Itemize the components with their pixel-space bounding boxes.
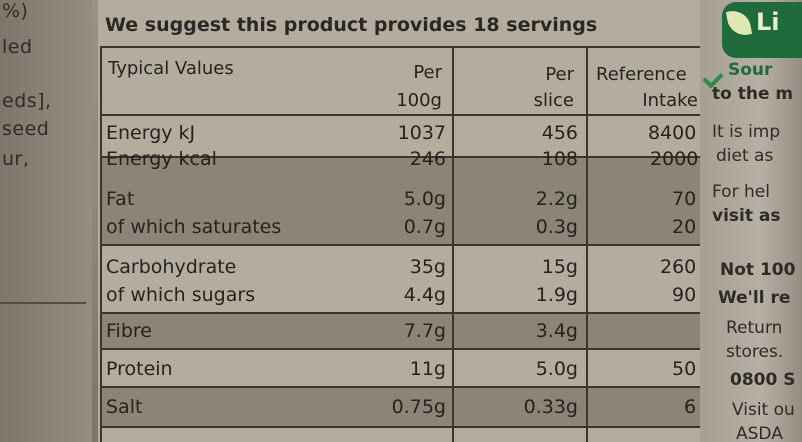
- fat-row-shade: [100, 156, 704, 244]
- right-text-line: Sour: [728, 60, 773, 80]
- left-text-fragment: ur,: [2, 148, 30, 170]
- right-text-line: Not 100: [720, 260, 796, 280]
- row-label-saturates: of which saturates: [106, 216, 282, 238]
- value-reference-intake: 90: [672, 284, 697, 306]
- left-text-fragment: led: [2, 36, 33, 58]
- right-package-strip: [700, 0, 802, 442]
- right-text-line: diet as: [716, 146, 774, 166]
- value-reference-intake: 20: [672, 216, 697, 238]
- row-divider: [100, 348, 704, 350]
- left-divider: [0, 302, 86, 304]
- value-reference-intake: 70: [672, 188, 697, 210]
- value-per-slice: 108: [541, 148, 578, 170]
- header-per-100g-unit: 100g: [396, 90, 442, 111]
- value-per-slice: 3.4g: [535, 320, 578, 342]
- value-reference-intake: 6: [684, 396, 697, 418]
- right-text-line: For hel: [712, 182, 770, 202]
- value-per100: 0.7g: [403, 216, 446, 238]
- right-text-line: stores.: [726, 342, 784, 362]
- value-per-slice: 0.33g: [523, 396, 578, 418]
- row-label-protein: Protein: [106, 358, 173, 380]
- row-divider: [100, 312, 704, 314]
- right-text-line: Return: [726, 318, 783, 338]
- header-per-slice: Per: [545, 64, 574, 85]
- value-per100: 0.75g: [391, 396, 446, 418]
- value-reference-intake: 50: [672, 358, 697, 380]
- right-text-line: We'll re: [718, 288, 791, 308]
- value-per-slice: 1.9g: [535, 284, 578, 306]
- value-per100: 4.4g: [403, 284, 446, 306]
- column-divider: [586, 46, 588, 442]
- right-text-line: Visit ou: [732, 400, 795, 420]
- salt-row-shade: [100, 386, 704, 426]
- row-label-energy-kcal: Energy kcal: [106, 148, 217, 170]
- value-per100: 1037: [397, 122, 446, 144]
- row-divider: [100, 426, 704, 428]
- header-typical-values: Typical Values: [108, 58, 234, 79]
- value-per-slice: 456: [541, 122, 578, 144]
- row-label-fat: Fat: [106, 188, 135, 210]
- row-label-salt: Salt: [106, 396, 143, 418]
- column-divider: [452, 46, 454, 442]
- right-text-line: ASDA: [736, 424, 783, 442]
- value-reference-intake: 8400: [648, 122, 697, 144]
- row-label-energy-kj: Energy kJ: [106, 122, 196, 144]
- brand-logo-text: Li: [756, 8, 780, 36]
- value-per100: 7.7g: [403, 320, 446, 342]
- row-label-sugars: of which sugars: [106, 284, 256, 306]
- header-reference-intake: Reference: [596, 64, 687, 85]
- header-reference-intake-line2: Intake: [642, 90, 698, 111]
- value-reference-intake: 2000: [650, 148, 699, 170]
- right-text-line: to the m: [712, 84, 794, 104]
- right-text-line: 0800 S: [730, 370, 796, 390]
- value-per-slice: 5.0g: [535, 358, 578, 380]
- value-per-slice: 2.2g: [535, 188, 578, 210]
- row-divider: [100, 386, 704, 388]
- right-text-line: visit as: [712, 206, 781, 226]
- header-per-100g: Per: [413, 62, 442, 83]
- header-divider: [100, 114, 704, 116]
- row-divider: [100, 156, 704, 158]
- value-per-slice: 0.3g: [535, 216, 578, 238]
- left-text-fragment: %): [2, 0, 29, 22]
- servings-note: We suggest this product provides 18 serv…: [105, 14, 598, 36]
- left-text-fragment: seed: [2, 118, 50, 140]
- value-per100: 5.0g: [403, 188, 446, 210]
- row-label-carbohydrate: Carbohydrate: [106, 256, 237, 278]
- fibre-row-shade: [100, 312, 704, 348]
- row-divider: [100, 244, 704, 246]
- value-per100: 11g: [409, 358, 446, 380]
- right-text-line: It is imp: [712, 122, 781, 142]
- left-text-fragment: eds],: [2, 90, 52, 112]
- value-reference-intake: 260: [660, 256, 697, 278]
- value-per100: 246: [409, 148, 446, 170]
- value-per-slice: 15g: [541, 256, 578, 278]
- value-per100: 35g: [409, 256, 446, 278]
- header-per-slice-unit: slice: [533, 90, 574, 111]
- left-package-strip: %) led eds], seed ur,: [0, 0, 92, 442]
- row-label-fibre: Fibre: [106, 320, 152, 342]
